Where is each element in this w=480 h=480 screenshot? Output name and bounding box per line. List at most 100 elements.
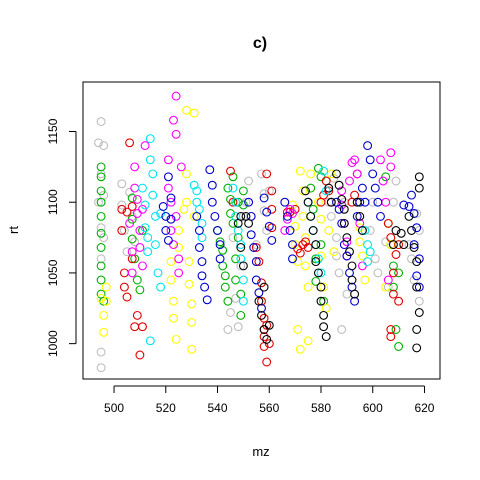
data-point (388, 240, 398, 250)
data-point (378, 176, 388, 186)
data-point (197, 257, 207, 267)
data-point (96, 162, 106, 172)
data-point (166, 193, 176, 203)
data-point (166, 257, 176, 267)
data-point (319, 310, 329, 320)
data-point (388, 197, 398, 207)
data-point (96, 254, 106, 264)
data-point (399, 240, 409, 250)
data-point (163, 235, 173, 245)
data-point (119, 226, 129, 235)
data-point (161, 211, 171, 221)
data-point (409, 243, 419, 252)
data-point (257, 310, 266, 320)
data-point (404, 211, 414, 221)
data-point (288, 254, 297, 264)
data-point (184, 279, 194, 289)
data-point (189, 180, 199, 190)
data-point (308, 226, 318, 235)
data-point (386, 148, 396, 158)
data-point (412, 209, 422, 218)
data-point (150, 240, 160, 250)
data-point (99, 296, 109, 306)
data-point (290, 221, 300, 231)
data-point (132, 194, 142, 204)
data-point (189, 108, 199, 118)
data-point (301, 186, 310, 196)
data-point (394, 342, 404, 351)
data-point (357, 261, 367, 271)
data-point (391, 250, 401, 259)
data-point (257, 278, 266, 288)
data-point (414, 183, 424, 193)
data-point (262, 334, 272, 344)
data-point (298, 240, 308, 250)
data-point (127, 247, 137, 257)
data-point (383, 282, 393, 292)
data-point (99, 310, 109, 320)
data-point (301, 261, 310, 271)
data-point (96, 169, 106, 179)
data-point (215, 254, 225, 264)
data-point (334, 268, 344, 278)
data-point (347, 275, 357, 285)
data-point (187, 317, 197, 327)
data-point (321, 332, 331, 342)
data-point (96, 211, 106, 221)
data-point (373, 268, 383, 278)
data-point (295, 248, 305, 258)
data-point (404, 202, 414, 211)
data-point (130, 183, 140, 193)
data-point (117, 200, 127, 210)
data-point (236, 261, 246, 271)
data-point (171, 334, 181, 344)
data-point (138, 322, 147, 332)
data-point (228, 183, 238, 193)
data-point (355, 237, 365, 247)
data-point (376, 155, 385, 165)
data-point (96, 347, 106, 357)
data-point (324, 183, 334, 193)
data-point (238, 200, 248, 210)
data-point (184, 257, 194, 267)
data-point (161, 226, 171, 235)
data-point (96, 243, 106, 252)
y-axis-label: rt (6, 226, 21, 234)
data-point (329, 247, 339, 257)
data-point (117, 179, 127, 189)
data-point (339, 204, 349, 214)
data-point (326, 169, 336, 179)
data-point (246, 230, 256, 240)
data-point (316, 240, 326, 250)
data-point (311, 254, 321, 264)
data-point (145, 134, 155, 144)
data-point (96, 172, 106, 182)
data-point (99, 327, 109, 337)
data-point (360, 197, 370, 207)
data-point (288, 209, 297, 218)
data-point (101, 296, 111, 306)
data-point (342, 233, 352, 243)
data-point (122, 207, 132, 217)
data-point (267, 186, 277, 196)
data-point (205, 165, 215, 175)
data-point (138, 204, 147, 214)
data-point (171, 91, 181, 101)
data-point (238, 275, 248, 285)
data-point (244, 197, 254, 207)
data-point (127, 193, 137, 203)
data-point (293, 257, 303, 267)
data-point (148, 190, 158, 200)
data-point (347, 261, 357, 271)
data-point (337, 218, 347, 228)
data-point (166, 214, 176, 224)
data-point (288, 240, 297, 250)
data-point (254, 296, 264, 306)
data-point (332, 169, 341, 179)
data-point (125, 218, 135, 228)
data-point (337, 200, 347, 210)
data-point (174, 254, 184, 264)
data-point (182, 105, 191, 115)
data-point (414, 282, 424, 292)
data-point (264, 221, 274, 231)
